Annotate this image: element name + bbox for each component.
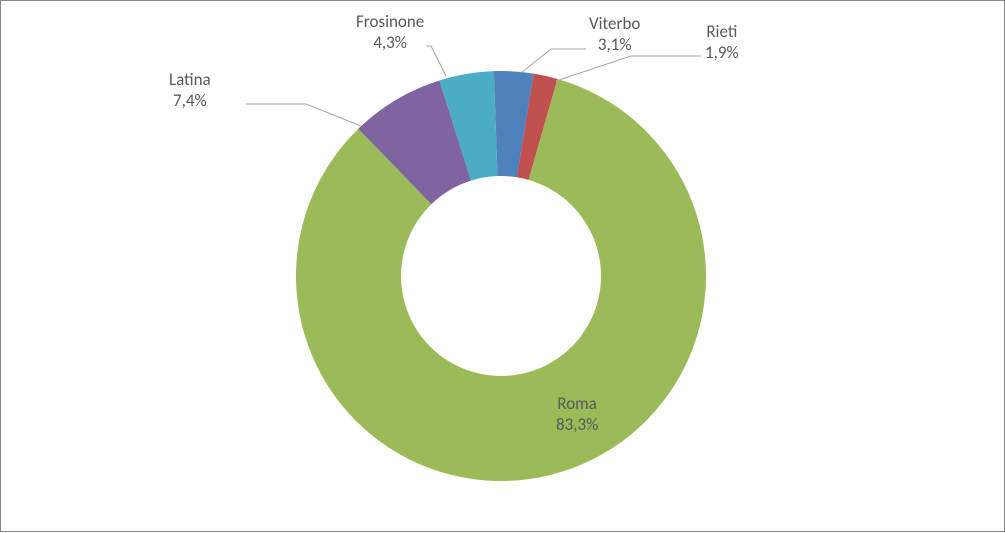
leader-latina bbox=[246, 104, 361, 126]
label-name: Latina bbox=[169, 69, 211, 90]
label-percent: 83,3% bbox=[556, 414, 598, 435]
label-latina: Latina7,4% bbox=[169, 69, 211, 112]
label-viterbo: Viterbo3,1% bbox=[589, 13, 640, 56]
label-name: Viterbo bbox=[589, 13, 640, 34]
label-roma: Roma83,3% bbox=[556, 393, 598, 436]
label-percent: 3,1% bbox=[589, 34, 640, 55]
label-name: Roma bbox=[556, 393, 598, 414]
donut-chart-container: Viterbo3,1% Rieti1,9% Roma83,3% Latina7,4% F… bbox=[0, 0, 1005, 532]
leader-frosinone bbox=[426, 46, 446, 76]
label-rieti: Rieti1,9% bbox=[705, 21, 739, 64]
label-name: Rieti bbox=[705, 21, 739, 42]
donut-svg bbox=[1, 1, 1005, 533]
leader-viterbo bbox=[521, 49, 586, 73]
label-frosinone: Frosinone4,3% bbox=[356, 11, 424, 54]
leader-rieti bbox=[556, 56, 701, 81]
label-percent: 1,9% bbox=[705, 42, 739, 63]
label-percent: 4,3% bbox=[356, 32, 424, 53]
label-percent: 7,4% bbox=[169, 90, 211, 111]
label-name: Frosinone bbox=[356, 11, 424, 32]
